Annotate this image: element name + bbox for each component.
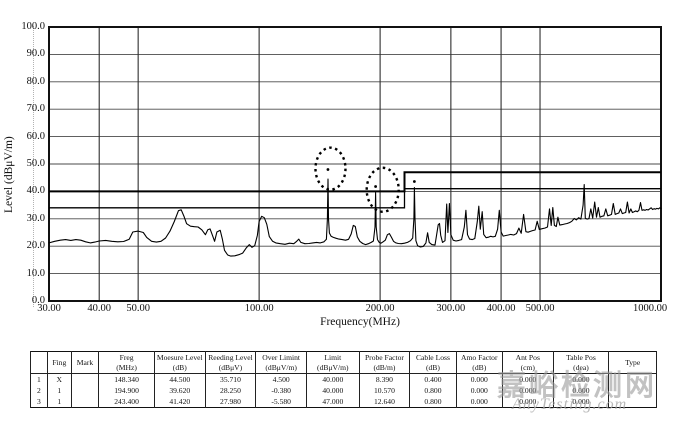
table-cell: 28.250 — [204, 385, 257, 396]
table-cell: 0.000 — [455, 396, 503, 408]
table-cell: 1 — [46, 396, 72, 408]
peak-marker-dot — [374, 185, 377, 188]
table-header-cell: Reeding Level (dBμV) — [204, 351, 257, 374]
table-cell: 47.000 — [306, 396, 360, 408]
table-header-cell — [30, 351, 48, 374]
table-header-cell: Table Pos (dea) — [552, 351, 610, 374]
table-cell: 40.000 — [306, 373, 360, 385]
y-axis-tick-label: 80.0 — [26, 75, 45, 87]
y-axis-tick-label: 70.0 — [26, 103, 45, 115]
x-axis-tick-label: 1000.00 — [632, 303, 668, 314]
table-header-cell: Over Limint (dBμV/m) — [255, 351, 308, 374]
table-cell: 27.980 — [204, 396, 257, 408]
table-cell: 0.000 — [552, 385, 610, 396]
table-cell: -0.380 — [255, 385, 308, 396]
table-cell: 0.800 — [409, 396, 457, 408]
highlight-ellipse — [314, 146, 347, 191]
table-cell: -5.580 — [255, 396, 308, 408]
table-row: 2 1 194.900 39.620 28.250 -0.380 40.000 10.570 0… — [30, 385, 657, 396]
x-axis-tick-label: 50.00 — [126, 303, 150, 314]
table-cell: 8.390 — [358, 373, 411, 385]
table-cell: 0.800 — [409, 385, 457, 396]
y-axis-title: Level (dBμV/m) — [3, 136, 15, 213]
peak-marker-dot — [326, 168, 330, 171]
table-cell: 35.710 — [204, 373, 257, 385]
table-cell: 3 — [30, 396, 48, 408]
table-header-cell: Type — [608, 351, 657, 374]
table-cell: 1 — [30, 373, 48, 385]
y-axis-tick-label: 40.0 — [26, 185, 45, 197]
y-axis-tick-label: 0.0 — [31, 295, 45, 306]
table-header-cell: Cable Loss (dB) — [409, 351, 457, 374]
dotted-artifact-line — [33, 26, 34, 307]
table-cell: 39.620 — [153, 385, 206, 396]
y-axis-tick-label: 60.0 — [26, 130, 45, 142]
table-cell — [608, 373, 657, 385]
table-cell — [70, 373, 100, 385]
y-axis-tick-label: 10.0 — [26, 267, 45, 279]
table-cell: 0.000 — [552, 396, 610, 408]
table-header-cell: Fing — [46, 351, 72, 374]
watermark-chinese: 嘉峪检测网 — [497, 370, 658, 402]
measurement-table: Fing Mark Freg (MHz) Moesure Level (dB) Reedin… — [30, 351, 657, 408]
table-cell: 1 — [46, 385, 72, 396]
table-body: 1 X 148.340 44.500 35.710 4.500 40.000 8.390 0.4… — [30, 373, 657, 408]
table-cell — [70, 396, 100, 408]
plot-svg — [48, 26, 662, 302]
x-axis-tick-label: 300.00 — [436, 303, 466, 314]
table-cell: 148.340 — [98, 373, 155, 385]
table-header-cell: Mark — [70, 351, 100, 374]
table-cell — [70, 385, 100, 396]
margin-line — [49, 188, 661, 209]
table-cell: 0.000 — [455, 385, 503, 396]
x-axis-tick-label: 40.00 — [87, 303, 112, 314]
table-cell: 44.500 — [153, 373, 206, 385]
plot-frame — [48, 26, 662, 302]
table-cell: 0.000 — [552, 373, 610, 385]
table-cell: 41.420 — [153, 396, 206, 408]
table-header-cell: Amo Factor (dB) — [455, 351, 503, 374]
x-axis-title: Frequency(MHz) — [320, 316, 400, 328]
table-header-cell: Limit (dBμV/m) — [306, 351, 360, 374]
y-axis-tick-label: 50.0 — [26, 158, 45, 169]
table-cell: 40.000 — [306, 385, 360, 396]
table-cell — [608, 396, 657, 408]
x-axis-tick-label: 500.00 — [525, 303, 555, 314]
table-cell: X — [46, 373, 72, 385]
table-cell: 0.000 — [455, 373, 503, 385]
highlight-ellipse — [365, 166, 400, 213]
x-axis-tick-label: 30.00 — [37, 303, 61, 314]
peak-marker-dot — [412, 180, 416, 183]
table-header-cell: Probe Factor (dB/m) — [358, 351, 411, 374]
table-header-cell: Ant Pos (cm) — [501, 351, 554, 374]
table-cell — [608, 385, 657, 396]
table-header-cell: Moesure Level (dB) — [153, 351, 206, 374]
table-row: 1 X 148.340 44.500 35.710 4.500 40.000 8.390 0.4… — [30, 373, 657, 385]
table-header-cell: Freg (MHz) — [98, 351, 155, 374]
limit-line — [49, 171, 661, 193]
table-cell: 12.640 — [358, 396, 411, 408]
x-axis-tick-label: 100.00 — [244, 303, 274, 314]
table-header-row: Fing Mark Freg (MHz) Moesure Level (dB) Reedin… — [30, 351, 657, 374]
y-axis-tick-label: 30.0 — [26, 212, 45, 224]
watermark-site: AnyTesting.com — [512, 396, 628, 413]
table-cell: 4.500 — [255, 373, 308, 385]
emission-chart: Level (dBμV/m) Frequency(MHz) 0.0 10.0 20.… — [3, 21, 668, 328]
x-axis-tick-label: 400.00 — [486, 303, 516, 314]
table-cell: 2 — [30, 385, 48, 396]
table-row: 3 1 243.400 41.420 27.980 -5.580 47.000 12.640 0… — [30, 396, 657, 408]
table-cell: 10.570 — [358, 385, 411, 396]
table-cell: 243.400 — [98, 396, 155, 408]
y-axis-tick-label: 100.0 — [21, 21, 45, 32]
table-cell: 0.400 — [409, 373, 457, 385]
emission-trace — [48, 178, 662, 257]
y-axis-tick-label: 20.0 — [26, 240, 45, 252]
x-axis-tick-label: 200.00 — [365, 303, 395, 314]
y-axis-tick-label: 90.0 — [26, 48, 45, 60]
table-header: Fing Mark Freg (MHz) Moesure Level (dB) Reedin… — [30, 351, 657, 374]
table-cell: 194.900 — [98, 385, 155, 396]
